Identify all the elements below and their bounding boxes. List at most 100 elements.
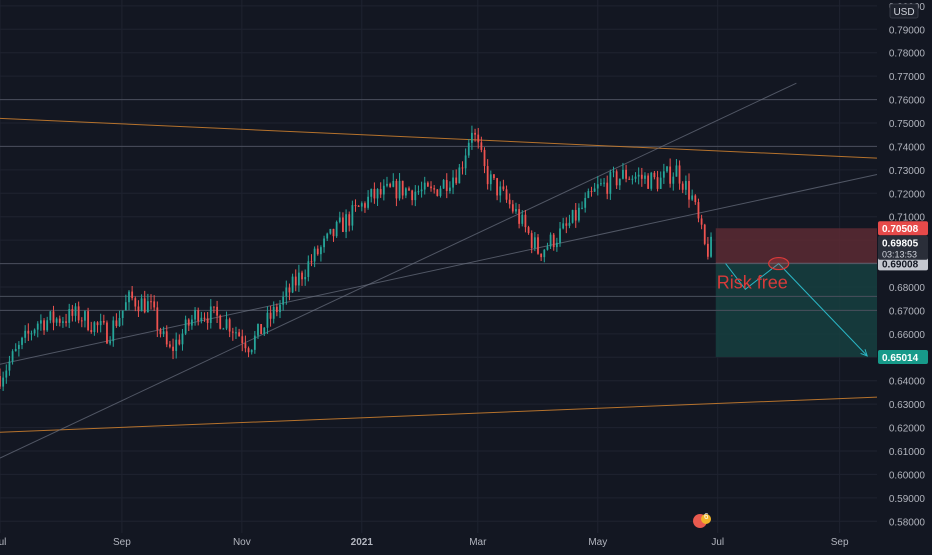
trendline[interactable] [0, 174, 878, 365]
candle-body [502, 186, 505, 190]
trendlines[interactable] [0, 82, 878, 459]
currency-badge[interactable]: USD [889, 3, 919, 19]
candle-body [480, 142, 483, 150]
y-tick-label: 0.68000 [889, 283, 926, 294]
candle-body [392, 181, 395, 187]
candle-body [672, 176, 675, 184]
y-tick-label: 0.58000 [889, 517, 926, 528]
candle-body [90, 330, 93, 333]
candle-body [121, 310, 124, 318]
candle-body [622, 169, 624, 179]
candle-body [235, 332, 237, 334]
candle-body [584, 197, 587, 208]
candle-body [55, 318, 58, 323]
candle-body [697, 202, 700, 219]
candle-body [307, 261, 310, 277]
candle-body [272, 306, 275, 319]
candle-body [316, 248, 319, 255]
current-price-box [878, 235, 928, 260]
price-label-box [878, 221, 928, 236]
candle-body [257, 324, 259, 336]
candle-body [527, 227, 530, 234]
candle-body [96, 322, 99, 326]
candle-body [606, 182, 609, 194]
candle-body [80, 320, 83, 322]
candle-body [106, 322, 108, 344]
candle-body [577, 207, 580, 221]
trendline[interactable] [0, 396, 878, 433]
candle-body [442, 180, 445, 189]
y-tick-label: 0.64000 [889, 377, 926, 388]
candle-body [411, 190, 414, 201]
candle-body [187, 319, 190, 326]
candle-body [332, 228, 335, 237]
candle-body [464, 155, 467, 169]
candle-body [291, 276, 294, 293]
candle-body [631, 178, 634, 180]
candle-body [326, 233, 329, 239]
candle-body [219, 315, 222, 329]
candle-body [342, 217, 344, 232]
candle-body [612, 171, 615, 173]
event-badge-icon[interactable] [701, 514, 712, 524]
candle-body [323, 238, 325, 248]
candle-body [269, 312, 272, 319]
candle-body [559, 228, 561, 243]
candle-body [222, 328, 225, 330]
candle-body [231, 331, 234, 333]
candle-body [700, 218, 703, 225]
candle-body [593, 188, 596, 192]
candle-body [24, 330, 27, 338]
candle-body [17, 344, 20, 349]
candle-body [87, 311, 89, 331]
y-tick-label: 0.73000 [889, 166, 926, 177]
candle-body [11, 351, 14, 362]
candle-body [449, 187, 451, 191]
annotation-text[interactable]: Risk free [717, 273, 788, 293]
candle-body [414, 191, 417, 201]
candle-body [206, 318, 209, 323]
candle-body [694, 195, 697, 203]
candle-body [430, 186, 432, 189]
candle-body [710, 236, 712, 257]
time-axis[interactable]: Jul Sep Nov 2021 Mar May Jul Sep [0, 533, 932, 550]
candle-body [112, 320, 115, 342]
candle-body [165, 331, 168, 345]
candle-body [109, 341, 112, 344]
y-tick-label: 0.59000 [889, 494, 926, 505]
trendline[interactable] [0, 82, 797, 459]
candle-body [420, 189, 423, 192]
candle-body [458, 167, 461, 184]
candle-body [426, 182, 429, 187]
candle-body [153, 301, 156, 308]
candle-body [688, 181, 690, 200]
candle-body [533, 237, 536, 248]
candle-body [228, 319, 231, 332]
entry-marker[interactable] [768, 256, 790, 271]
candle-body [615, 171, 618, 186]
candle-body [546, 246, 549, 250]
candle-body [168, 344, 171, 347]
trendline[interactable] [0, 117, 878, 159]
candle-body [203, 317, 206, 319]
current-price-label: 0.69805 [882, 239, 919, 250]
candle-body [650, 172, 653, 189]
candle-body [21, 337, 23, 345]
price-label-box [878, 256, 928, 271]
candle-body [706, 243, 709, 257]
candle-body [389, 183, 392, 187]
candle-body [200, 317, 203, 321]
stop-loss-zone[interactable] [715, 228, 877, 264]
candle-body [329, 228, 332, 234]
candle-body [124, 302, 127, 311]
candle-body [65, 321, 67, 323]
candle-body [40, 320, 42, 324]
candle-body [634, 176, 637, 179]
candle-body [84, 311, 86, 321]
candle-body [285, 287, 288, 297]
candle-body [376, 189, 379, 199]
candle-body [175, 339, 178, 351]
candle-body [647, 175, 650, 189]
